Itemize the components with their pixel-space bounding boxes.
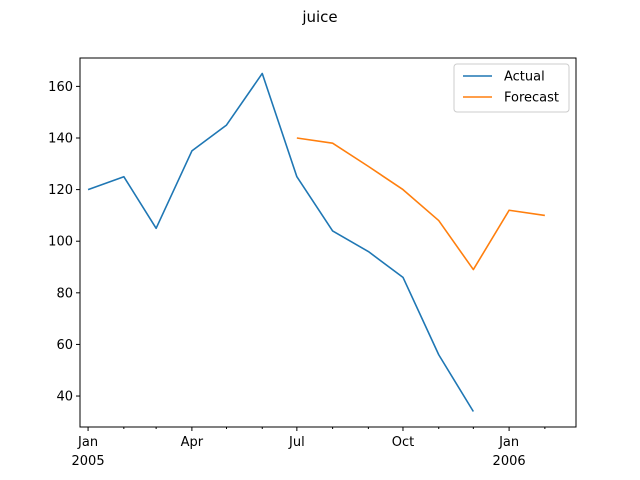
- axes-frame: [79, 57, 577, 428]
- y-axis: 40 60 80 100 120 140 160: [48, 80, 80, 405]
- y-tick-label: 100: [48, 235, 73, 250]
- y-tick-label: 120: [48, 183, 73, 198]
- x-tick-label: Oct: [392, 435, 414, 450]
- x-tick-label: Jan: [77, 435, 98, 450]
- x-axis: Jan 2005 Apr Jul Oct Jan 2006: [72, 427, 546, 469]
- x-tick-year-label: 2006: [493, 454, 526, 469]
- plot-area: [87, 72, 545, 412]
- x-tick-label: Apr: [181, 435, 204, 450]
- y-tick-label: 60: [56, 338, 73, 353]
- y-tick-label: 160: [48, 80, 73, 95]
- x-tick-year-label: 2005: [72, 454, 105, 469]
- y-tick-label: 80: [56, 286, 73, 301]
- x-tick-label: Jul: [288, 435, 305, 450]
- x-tick-label: Jan: [498, 435, 519, 450]
- y-tick-label: 40: [56, 390, 73, 405]
- legend-label-actual: Actual: [504, 70, 545, 85]
- legend-label-forecast: Forecast: [504, 91, 559, 106]
- y-tick-label: 140: [48, 131, 73, 146]
- series-line-actual: [87, 72, 475, 412]
- chart-title: juice: [301, 8, 337, 26]
- legend: Actual Forecast: [453, 63, 570, 113]
- series-line-forecast: [296, 137, 545, 271]
